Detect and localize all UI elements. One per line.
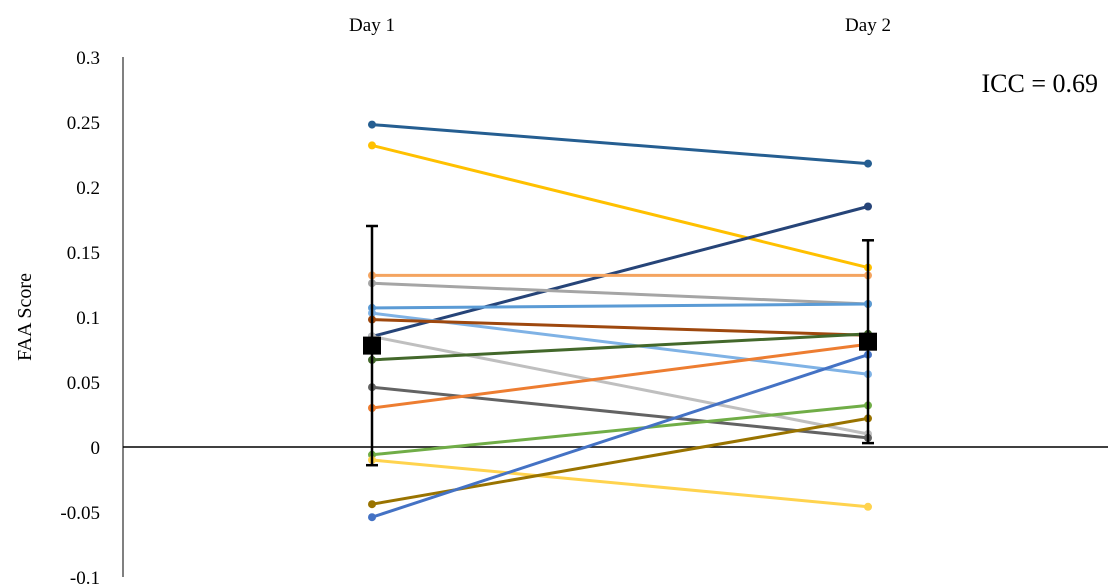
series-line (370, 281, 870, 306)
category-label: Day 2 (845, 15, 891, 36)
y-tick-label: -0.05 (60, 503, 100, 524)
y-tick-label: 0.1 (76, 308, 100, 329)
series-line (370, 143, 870, 270)
y-tick-label: 0.2 (76, 178, 100, 199)
series-line (370, 458, 870, 509)
mean-marker (363, 336, 381, 355)
series-line (370, 353, 870, 519)
y-axis: 0.3 0.25 0.2 0.15 0.1 0.05 0 -0.05 -0.1 (60, 48, 1108, 588)
series-point (864, 202, 872, 211)
y-tick-label: 0 (91, 438, 101, 459)
series-line (370, 332, 870, 362)
series-line (370, 403, 870, 457)
y-tick-label: 0.15 (67, 243, 100, 264)
series-line (370, 318, 870, 337)
series-point (368, 513, 376, 522)
series-point (368, 141, 376, 150)
series-point (368, 500, 376, 509)
series (368, 456, 872, 511)
series-line (370, 302, 870, 310)
series-line (370, 342, 870, 410)
series (368, 202, 872, 341)
y-tick-label: 0.05 (67, 373, 100, 394)
y-tick-label: -0.1 (70, 568, 100, 588)
x-categories: Day 1 Day 2 (349, 15, 891, 36)
mean-markers (363, 224, 877, 467)
y-tick-label: 0.3 (76, 48, 100, 69)
series-point (368, 120, 376, 129)
series-line (370, 205, 870, 338)
series (368, 309, 872, 379)
series-line (370, 335, 870, 436)
series-lines (368, 120, 872, 522)
series-line (370, 385, 870, 440)
series (368, 141, 872, 272)
mean-marker (859, 332, 877, 351)
series-point (864, 502, 872, 511)
y-tick-label: 0.25 (67, 113, 100, 134)
series (368, 329, 872, 364)
category-label: Day 1 (349, 15, 395, 36)
icc-annotation: ICC = 0.69 (981, 69, 1098, 98)
series (368, 120, 872, 168)
series-line (370, 123, 870, 166)
y-axis-label: FAA Score (14, 273, 36, 361)
series-point (864, 159, 872, 168)
